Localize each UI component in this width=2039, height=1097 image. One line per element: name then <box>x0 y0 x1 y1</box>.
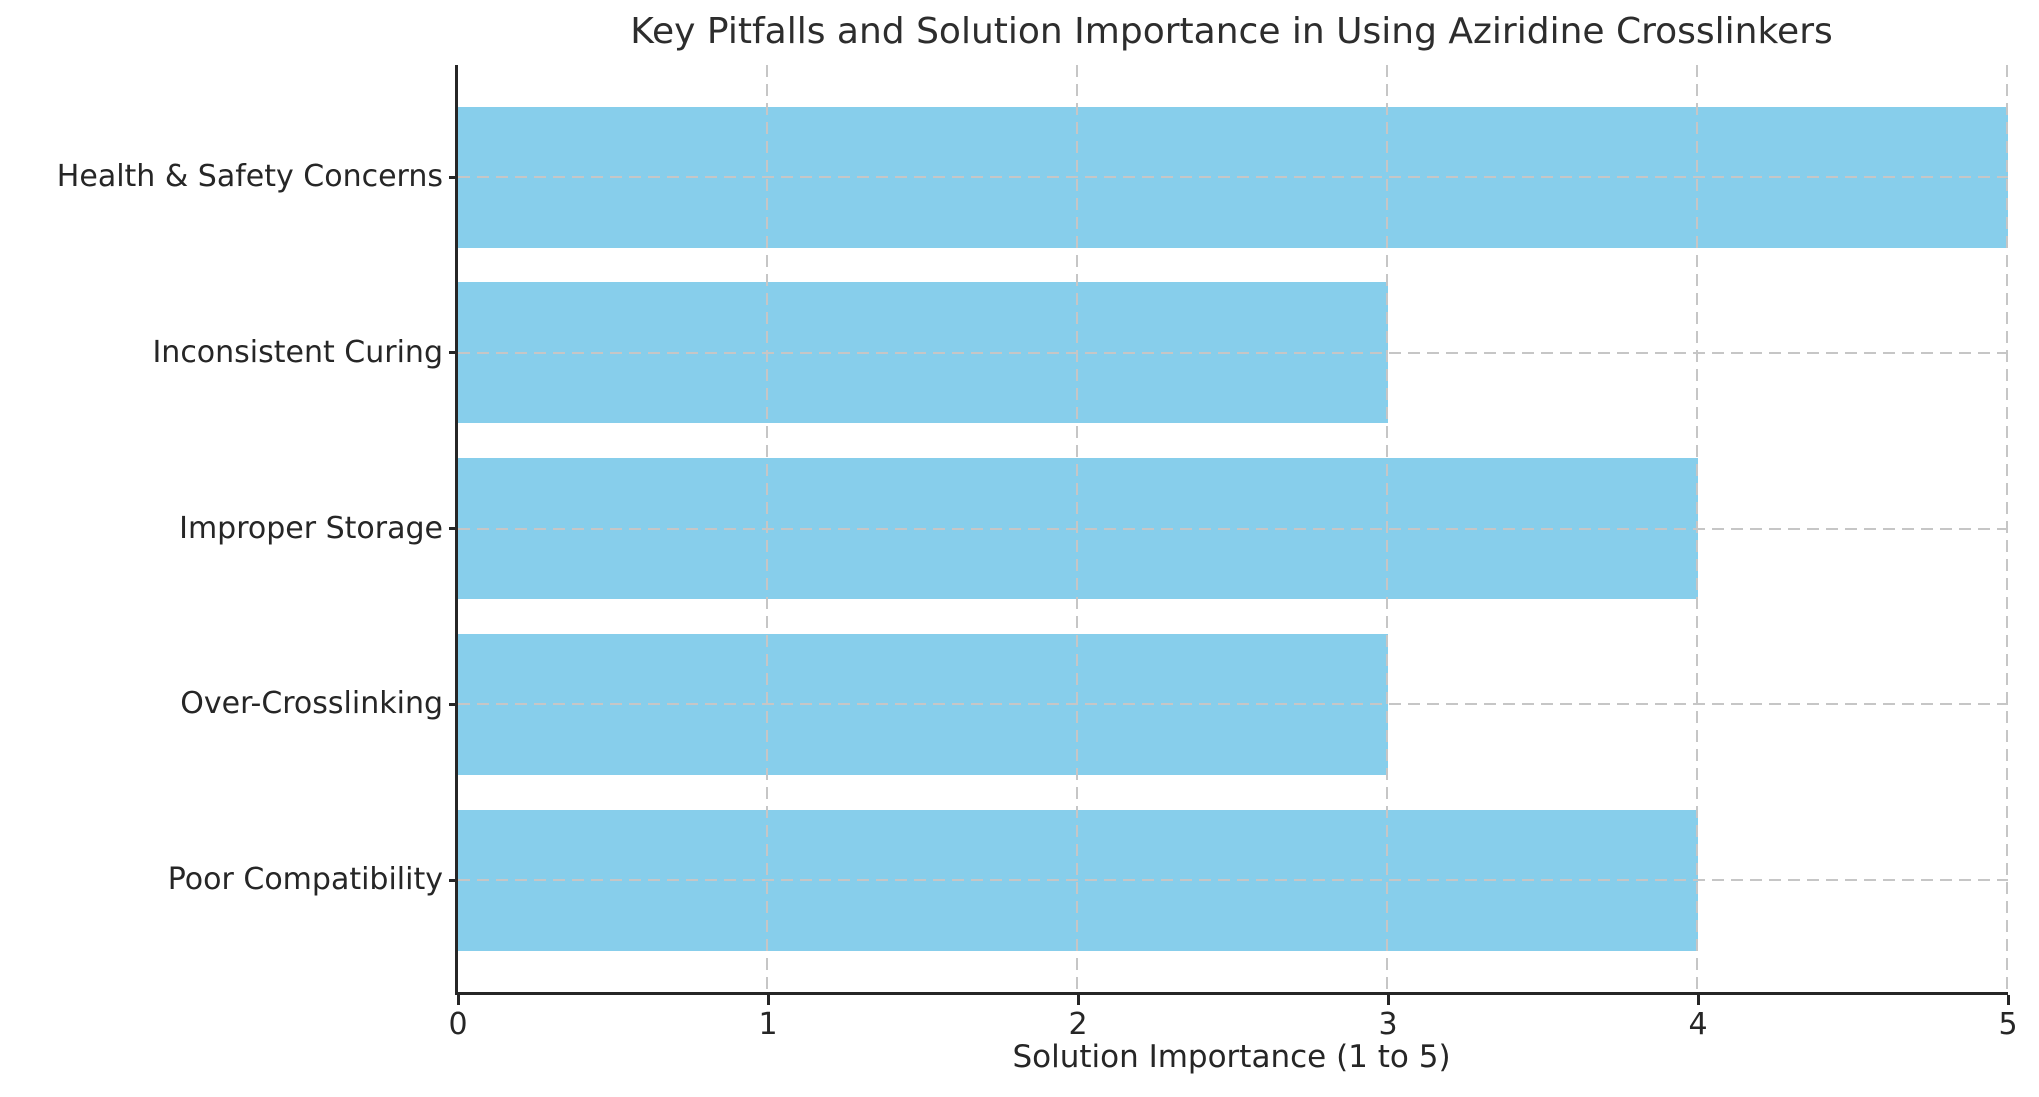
h-gridline <box>458 879 2008 881</box>
h-gridline <box>458 351 2008 354</box>
h-gridline <box>458 176 2008 178</box>
y-tick-label: Poor Compatibility <box>167 862 443 897</box>
y-tick-label: Health & Safety Concerns <box>56 159 443 194</box>
v-gridline <box>766 65 768 992</box>
y-tick-mark <box>449 351 458 355</box>
x-tick-label: 5 <box>1998 1007 2018 1042</box>
v-gridline <box>2006 65 2008 992</box>
y-tick-label: Improper Storage <box>179 510 443 546</box>
y-tick-mark <box>449 702 458 706</box>
h-gridline <box>458 703 2008 706</box>
x-tick-label: 3 <box>1378 1007 1398 1042</box>
x-tick-label: 0 <box>448 1007 468 1042</box>
x-tick-mark <box>1076 995 1080 1005</box>
v-gridline <box>1076 65 1078 992</box>
v-gridline <box>1696 65 1698 992</box>
y-tick-mark <box>449 527 458 530</box>
chart-title: Key Pitfalls and Solution Importance in … <box>630 11 1833 52</box>
x-tick-mark <box>1386 995 1390 1005</box>
v-gridline <box>1386 65 1388 992</box>
x-tick-label: 4 <box>1688 1007 1708 1042</box>
x-tick-mark <box>766 995 770 1005</box>
x-tick-label: 2 <box>1068 1007 1088 1042</box>
y-tick-mark <box>449 175 458 179</box>
x-axis-label: Solution Importance (1 to 5) <box>1012 1039 1451 1075</box>
y-tick-mark <box>449 878 458 882</box>
x-tick-label: 1 <box>758 1007 778 1042</box>
x-tick-mark <box>456 995 460 1005</box>
h-gridline <box>458 527 2008 530</box>
x-tick-mark <box>2006 995 2010 1005</box>
y-tick-label: Over-Crosslinking <box>180 686 443 722</box>
y-tick-label: Inconsistent Curing <box>152 334 443 370</box>
plot-area <box>455 65 2008 995</box>
grid-layer <box>458 65 2008 992</box>
x-tick-mark <box>1696 995 1700 1005</box>
